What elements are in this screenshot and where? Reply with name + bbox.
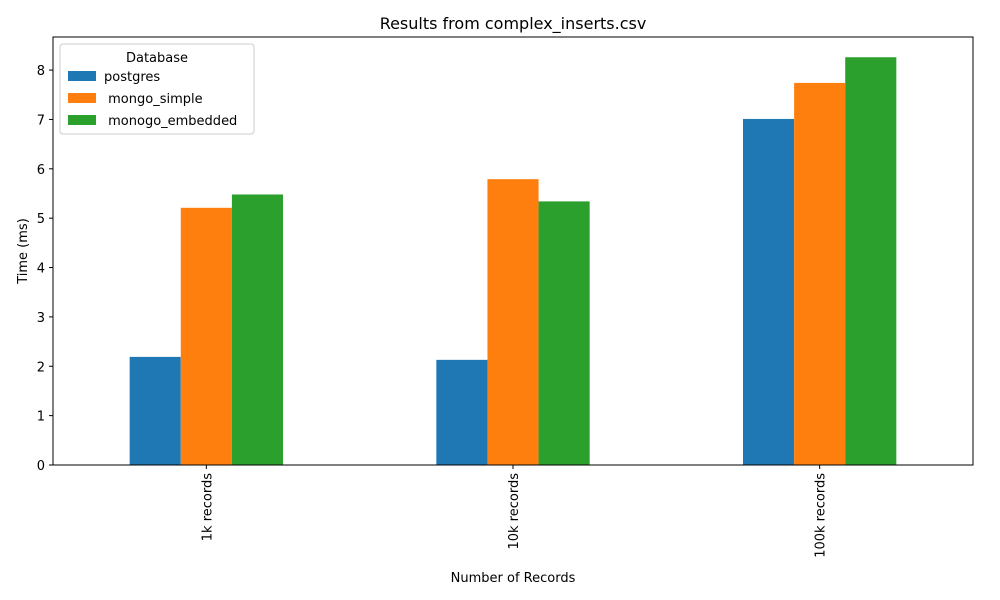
y-tick-label-0: 0 — [37, 459, 45, 474]
legend-label-0: postgres — [104, 70, 160, 85]
legend-swatch-0 — [68, 71, 96, 81]
chart-title: Results from complex_inserts.csv — [380, 14, 647, 34]
bar-0-2 — [231, 194, 283, 465]
bars-layer — [129, 57, 897, 466]
y-tick-label-1: 1 — [37, 410, 45, 425]
bar-2-0 — [743, 118, 795, 465]
bar-1-2 — [538, 201, 590, 465]
y-axis-ticks: 0 1 2 3 4 5 6 7 8 — [37, 64, 53, 474]
legend-swatch-1 — [68, 93, 96, 103]
y-tick-label-4: 4 — [37, 262, 45, 277]
x-tick-label-0: 1k records — [200, 473, 215, 541]
bar-1-1 — [487, 179, 539, 465]
y-tick-label-7: 7 — [37, 113, 45, 128]
legend-label-1: mongo_simple — [104, 92, 203, 107]
y-tick-label-2: 2 — [37, 360, 45, 375]
bar-0-1 — [180, 207, 232, 466]
y-tick-label-3: 3 — [37, 311, 45, 326]
x-tick-label-1: 10k records — [507, 473, 522, 550]
legend-box — [59, 43, 255, 135]
y-tick-label-5: 5 — [37, 212, 45, 227]
bar-0-0 — [129, 356, 181, 465]
legend: Database postgres mongo_simple monogo_em… — [59, 43, 255, 135]
y-tick-label-8: 8 — [37, 64, 45, 79]
x-tick-label-2: 100k records — [814, 473, 829, 558]
bar-2-2 — [845, 57, 897, 466]
legend-items: postgres mongo_simple monogo_embedded — [68, 70, 237, 129]
bar-1-0 — [436, 359, 488, 465]
bar-2-1 — [794, 82, 846, 465]
x-axis-label: Number of Records — [451, 571, 576, 586]
x-axis-ticks: 1k records 10k records 100k records — [200, 465, 829, 558]
legend-label-2: monogo_embedded — [104, 114, 237, 129]
legend-title: Database — [126, 51, 188, 66]
y-tick-label-6: 6 — [37, 163, 45, 178]
legend-swatch-2 — [68, 115, 96, 125]
y-axis-label: Time (ms) — [16, 218, 31, 285]
